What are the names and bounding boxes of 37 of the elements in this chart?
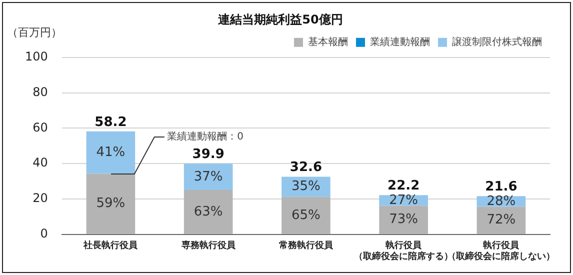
annotation: 59% [96,196,126,212]
bar [86,174,136,234]
annotation: 35% [292,179,320,194]
total-label: 39.9 [192,147,224,162]
legend-label: 譲渡制限付株式報酬 [452,36,542,48]
y-tick-label: 80 [32,84,48,99]
bar [476,206,526,234]
annotation: 28% [486,194,516,209]
chart-title: 連結当期純利益50億円 [217,12,343,26]
annotation: 73% [389,212,418,228]
legend-label: 業績連動報酬 [370,36,430,48]
annotation: 72% [486,212,516,228]
annotation: 65% [292,208,320,223]
annotation: 41% [96,144,126,160]
annotation: 37% [194,169,223,184]
total-label: 58.2 [94,114,127,130]
bar [282,196,330,234]
annotation: 業績連動報酬：0 [167,130,244,142]
y-tick-label: 20 [32,191,48,206]
bar [184,164,233,190]
x-tick-label: 専務執行役員 [180,240,236,252]
bar [86,131,136,174]
y-tick-label: 60 [32,120,48,134]
total-label: 32.6 [290,160,322,176]
bar [184,190,233,234]
bar [379,206,428,234]
total-label: 21.6 [485,180,518,195]
total-label: 22.2 [388,178,420,194]
y-axis-title: （百万円） [7,26,62,39]
annotation: 27% [389,192,418,208]
x-tick-label: 常務執行役員 [278,240,334,252]
x-tick-label: 社長執行役員 [82,240,139,252]
y-tick-label: 100 [25,50,48,64]
y-tick-label: 40 [32,156,48,170]
y-tick-label: 0 [40,226,48,241]
legend-label: 基本報酬 [308,36,348,48]
annotation: 63% [194,204,223,220]
